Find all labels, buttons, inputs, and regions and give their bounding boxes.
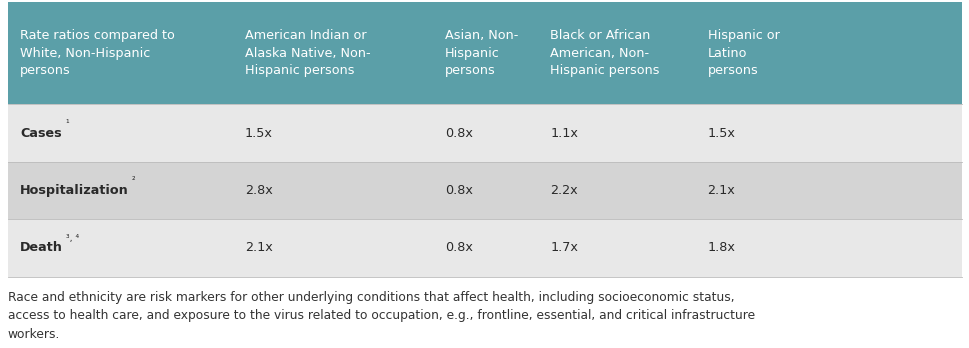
Text: ¹: ¹ [65,119,69,128]
Text: 0.8x: 0.8x [445,184,473,197]
Text: 2.1x: 2.1x [706,184,735,197]
Text: 1.5x: 1.5x [244,127,272,140]
Bar [8,2,961,104]
Text: 0.8x: 0.8x [445,127,473,140]
Text: 0.8x: 0.8x [445,242,473,254]
Bar [8,162,961,219]
Text: Hispanic or
Latino
persons: Hispanic or Latino persons [706,29,779,77]
Bar [8,104,961,162]
Text: Black or African
American, Non-
Hispanic persons: Black or African American, Non- Hispanic… [549,29,659,77]
Text: 1.7x: 1.7x [549,242,578,254]
Text: 2.8x: 2.8x [244,184,272,197]
Text: 1.1x: 1.1x [549,127,578,140]
Text: 1.8x: 1.8x [706,242,735,254]
Text: American Indian or
Alaska Native, Non-
Hispanic persons: American Indian or Alaska Native, Non- H… [244,29,370,77]
Text: ³, ⁴: ³, ⁴ [66,234,79,243]
Bar [8,219,961,277]
Text: 2.2x: 2.2x [549,184,578,197]
Text: Rate ratios compared to
White, Non-Hispanic
persons: Rate ratios compared to White, Non-Hispa… [20,29,175,77]
Text: Asian, Non-
Hispanic
persons: Asian, Non- Hispanic persons [445,29,518,77]
Text: 1.5x: 1.5x [706,127,735,140]
Text: 2.1x: 2.1x [244,242,272,254]
Text: ²: ² [132,176,136,185]
Text: Race and ethnicity are risk markers for other underlying conditions that affect : Race and ethnicity are risk markers for … [8,291,754,341]
Text: Hospitalization: Hospitalization [20,184,129,197]
Text: Death: Death [20,242,63,254]
Text: Cases: Cases [20,127,62,140]
